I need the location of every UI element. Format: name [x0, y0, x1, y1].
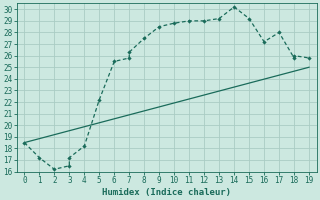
- X-axis label: Humidex (Indice chaleur): Humidex (Indice chaleur): [102, 188, 231, 197]
